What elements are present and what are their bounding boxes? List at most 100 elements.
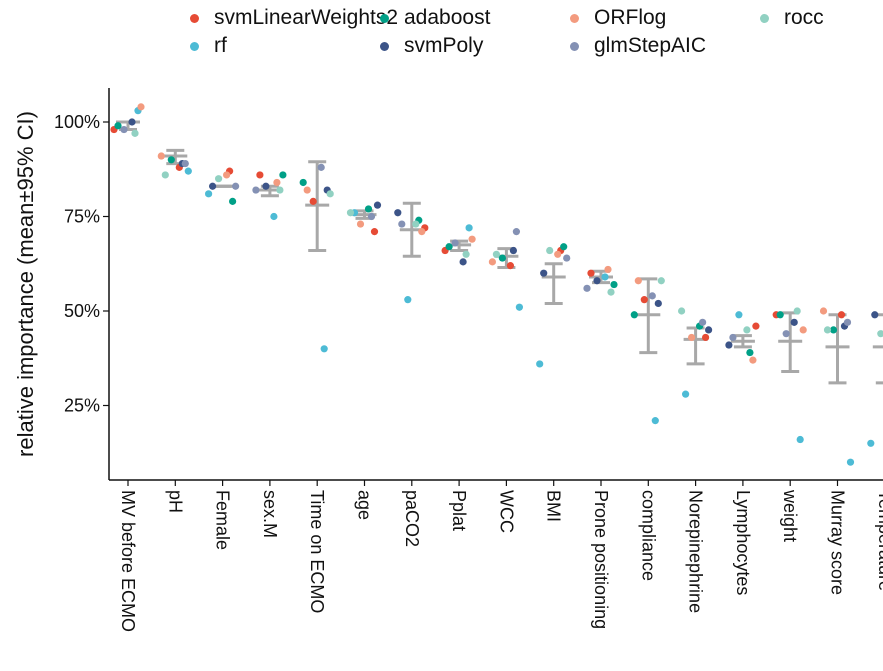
legend-dot (760, 13, 769, 23)
data-point (468, 235, 476, 243)
x-tick-label: Murray score (828, 490, 848, 595)
legend-item: adaboost (380, 6, 490, 30)
x-tick-label: pH (165, 490, 185, 513)
legend-item: glmStepAIC (570, 34, 706, 58)
data-point (161, 171, 169, 179)
data-point (229, 197, 237, 205)
data-point (451, 239, 459, 247)
data-point (793, 307, 801, 315)
legend-dot (380, 13, 389, 23)
data-point (157, 152, 165, 160)
data-point (593, 277, 601, 285)
data-point (682, 390, 690, 398)
data-point (299, 178, 307, 187)
data-point (610, 280, 618, 289)
x-tick-label: age (355, 490, 375, 520)
legend-label: svmLinearWeights2 (214, 6, 399, 29)
data-point (796, 435, 804, 444)
data-point (128, 118, 136, 126)
data-point (398, 220, 406, 228)
summary-errorbar (778, 311, 803, 373)
summary-errorbar (683, 326, 708, 366)
summary-errorbar (872, 313, 883, 385)
data-point (819, 307, 828, 315)
data-point (782, 330, 790, 338)
y-tick-label: 75% (64, 207, 100, 227)
legend-label: rf (214, 34, 227, 57)
data-point (823, 326, 832, 334)
data-point (418, 228, 426, 236)
legend-item: svmPoly (380, 34, 483, 58)
data-point (367, 212, 376, 221)
data-point (303, 186, 311, 194)
data-point (492, 250, 500, 258)
data-point (790, 318, 798, 326)
data-point (252, 186, 260, 194)
data-point (120, 125, 128, 134)
legend-dot (190, 13, 199, 23)
summary-errorbar (636, 277, 661, 355)
data-point (445, 243, 453, 251)
chart-legend: svmLinearWeights2 rf adaboost svmPoly ORFlog… (190, 4, 880, 64)
data-point (506, 262, 514, 270)
x-tick-label: Norepinephrine (686, 490, 706, 613)
data-point (604, 265, 612, 274)
legend-label: ORFlog (594, 6, 667, 29)
data-point (648, 292, 656, 300)
data-point (554, 250, 562, 258)
data-point (462, 250, 470, 258)
data-point (563, 254, 571, 262)
data-point (205, 190, 213, 198)
data-point (743, 326, 751, 334)
data-point (273, 178, 281, 187)
data-point (373, 201, 382, 209)
x-tick-label: Time on ECMO (307, 490, 327, 613)
data-point (725, 341, 733, 349)
data-point (370, 228, 379, 236)
data-point (735, 311, 743, 319)
x-tick-label: Prone positioning (591, 490, 611, 629)
legend-label: rocc (784, 6, 824, 29)
data-point (270, 212, 278, 221)
x-tick-label: paCO2 (402, 490, 422, 547)
data-point (877, 330, 883, 338)
data-point (394, 209, 402, 217)
data-point (654, 299, 662, 308)
data-point (320, 345, 328, 353)
data-point (209, 182, 217, 190)
summary-errorbar (541, 262, 566, 305)
data-point (871, 311, 879, 319)
data-point (459, 258, 467, 266)
x-tick-label: Temperature (875, 490, 883, 591)
data-point (749, 356, 757, 364)
data-point (746, 348, 754, 357)
data-point (607, 288, 615, 296)
data-point (843, 318, 852, 326)
data-point (326, 190, 334, 198)
data-point (630, 311, 638, 319)
data-point (465, 224, 473, 232)
legend-item: ORFlog (570, 6, 666, 30)
data-point (184, 167, 192, 175)
data-point (317, 163, 325, 171)
y-tick-label: 25% (64, 396, 100, 416)
x-tick-label: WCC (496, 490, 516, 533)
data-point (232, 182, 240, 190)
data-point (276, 186, 284, 194)
data-point (279, 171, 287, 179)
data-point (412, 220, 420, 228)
data-point (829, 326, 838, 334)
summary-errorbar (305, 160, 330, 253)
data-point (657, 277, 665, 285)
data-point (546, 246, 554, 255)
data-point (587, 269, 595, 277)
data-point (215, 175, 223, 183)
data-point (729, 333, 737, 342)
data-point (846, 458, 855, 466)
data-point (651, 417, 659, 425)
data-point (488, 258, 496, 266)
legend-dot (570, 41, 579, 51)
data-point (346, 209, 355, 217)
legend-dot (380, 41, 389, 51)
